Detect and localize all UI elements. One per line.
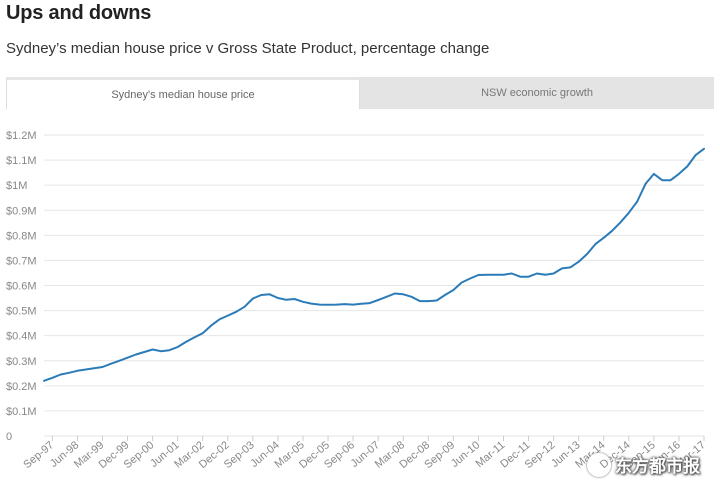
y-tick-label: $0.6M — [6, 281, 37, 293]
chart-subtitle: Sydney’s median house price v Gross Stat… — [6, 40, 490, 57]
y-tick-label: $0.3M — [6, 356, 37, 368]
tab-bar: Sydney's median house price NSW economic… — [6, 77, 714, 109]
y-tick-label: $0.2M — [6, 381, 37, 393]
y-tick-label: $0.5M — [6, 306, 37, 318]
y-tick-label: $0.1M — [6, 406, 37, 418]
series-line-median-house-price — [43, 147, 705, 382]
y-tick-label: 0 — [6, 431, 12, 443]
y-tick-label: $0.9M — [6, 205, 37, 217]
x-tick-label: Sep-97 — [21, 439, 56, 471]
chart-area: 0 $0.1M $0.2M $0.3M $0.4M $0.5M $0.6M $0.7M $0.8… — [0, 112, 720, 497]
gridlines — [44, 134, 704, 437]
y-tick-label: $0.4M — [6, 331, 37, 343]
watermark-logo-icon — [587, 452, 611, 477]
line-chart: 0 $0.1M $0.2M $0.3M $0.4M $0.5M $0.6M $0.7M $0.8… — [6, 130, 708, 471]
tab-economic-growth[interactable]: NSW economic growth — [360, 77, 714, 109]
watermark: 东方都市报 — [587, 452, 700, 477]
y-axis: 0 $0.1M $0.2M $0.3M $0.4M $0.5M $0.6M $0.7M $0.8… — [6, 130, 37, 443]
tab-house-price[interactable]: Sydney's median house price — [6, 77, 360, 109]
y-tick-label: $0.7M — [6, 255, 37, 267]
y-tick-label: $0.8M — [6, 230, 37, 242]
y-tick-label: $1M — [6, 180, 27, 192]
y-tick-label: $1.1M — [6, 155, 37, 167]
y-tick-label: $1.2M — [6, 130, 37, 142]
series-layer — [43, 147, 705, 382]
watermark-text: 东方都市报 — [615, 457, 700, 476]
chart-title: Ups and downs — [6, 2, 152, 24]
